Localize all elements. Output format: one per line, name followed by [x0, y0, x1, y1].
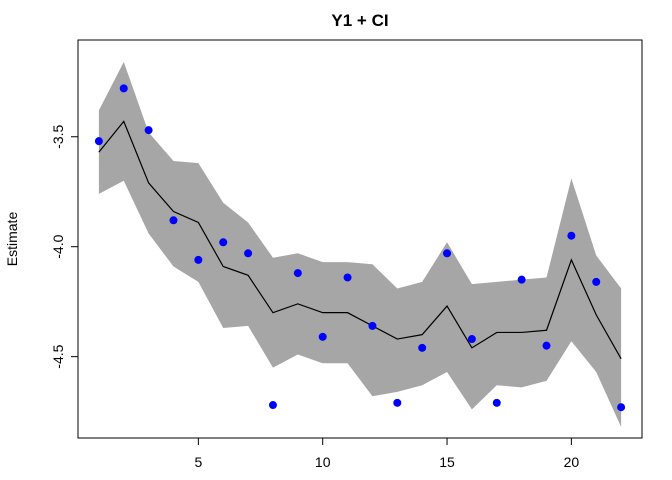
x-tick-label: 15 — [439, 454, 455, 470]
data-point — [467, 335, 476, 344]
data-point — [219, 238, 228, 247]
x-axis: 5 10 15 20 — [194, 437, 580, 470]
y-axis: -3.5 -4.0 -4.5 — [50, 124, 79, 369]
data-point — [169, 216, 178, 225]
data-point — [517, 275, 526, 284]
ci-band-layer — [98, 61, 622, 428]
data-point — [592, 277, 601, 286]
data-point — [393, 398, 402, 407]
y-axis-label: Estimate — [4, 212, 20, 267]
data-points-layer — [94, 84, 626, 412]
y-tick-label: -4.5 — [50, 344, 66, 368]
x-tick-label: 5 — [194, 454, 202, 470]
estimate-line — [98, 120, 622, 360]
data-point — [144, 126, 153, 135]
data-point — [617, 403, 626, 412]
data-point — [268, 401, 277, 410]
data-point — [368, 321, 377, 330]
data-point — [542, 341, 551, 350]
data-point — [119, 84, 128, 93]
data-point — [194, 255, 203, 264]
data-point — [318, 332, 327, 341]
data-point — [443, 249, 452, 258]
confidence-band — [98, 61, 622, 428]
data-point — [492, 398, 501, 407]
data-point — [567, 231, 576, 240]
chart-title: Y1 + CI — [331, 11, 388, 30]
data-point — [343, 273, 352, 282]
estimate-line-layer — [98, 120, 622, 360]
x-tick-label: 10 — [315, 454, 331, 470]
data-point — [418, 343, 427, 352]
y-tick-label: -3.5 — [50, 124, 66, 148]
x-tick-label: 20 — [564, 454, 580, 470]
y-tick-label: -4.0 — [50, 234, 66, 258]
data-point — [293, 269, 302, 278]
data-point — [244, 249, 253, 258]
data-point — [94, 137, 103, 146]
